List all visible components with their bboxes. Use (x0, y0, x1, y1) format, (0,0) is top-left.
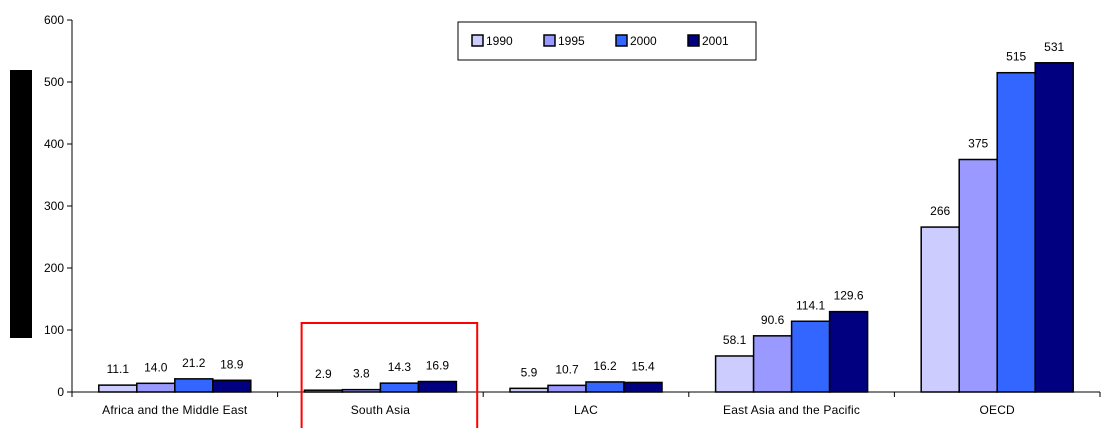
y-tick-label: 500 (44, 75, 64, 89)
x-tick-label: LAC (574, 403, 598, 417)
y-tick-label: 600 (44, 13, 64, 27)
data-label: 3.8 (353, 367, 370, 381)
data-label: 114.1 (796, 298, 825, 312)
bar (1034, 62, 1074, 393)
data-label: 375 (968, 137, 988, 151)
data-label: 531 (1044, 40, 1064, 54)
legend-label: 1995 (558, 34, 585, 48)
bar (303, 389, 344, 393)
data-label: 14.0 (144, 360, 168, 374)
data-label: 16.9 (426, 359, 450, 373)
bar (958, 158, 998, 393)
data-label: 15.4 (631, 359, 655, 373)
legend-swatch (687, 34, 700, 47)
x-tick-label: East Asia and the Pacific (723, 403, 860, 417)
y-tick-label: 100 (44, 323, 64, 337)
legend-swatch (615, 34, 628, 47)
bar (714, 355, 755, 393)
bar (417, 380, 458, 393)
bar (98, 384, 138, 393)
y-axis-label-box (10, 70, 32, 338)
bar (341, 388, 382, 393)
data-label: 129.6 (834, 289, 864, 303)
y-tick-label: 400 (44, 137, 64, 151)
bar (585, 381, 625, 393)
data-label: 266 (930, 204, 950, 218)
legend-box (457, 21, 757, 61)
bar (509, 387, 549, 393)
bar (212, 379, 252, 393)
data-label: 16.2 (593, 359, 617, 373)
data-label: 515 (1006, 50, 1026, 64)
data-label: 5.9 (521, 365, 538, 379)
bar (623, 381, 663, 393)
bar (920, 226, 960, 393)
legend-label: 2000 (630, 34, 657, 48)
legend: 1990 1995 2000 2001 (457, 21, 757, 61)
y-tick-label: 300 (44, 199, 64, 213)
x-tick-label: South Asia (351, 403, 411, 417)
legend-swatch (543, 34, 556, 47)
x-tick-label: OECD (979, 403, 1015, 417)
bar (379, 382, 420, 393)
bar (996, 71, 1036, 393)
y-tick-label: 0 (57, 385, 64, 399)
bar (828, 310, 869, 393)
data-label: 90.6 (761, 313, 785, 327)
data-label: 10.7 (555, 362, 579, 376)
data-label: 21.2 (182, 356, 206, 370)
bar (136, 382, 176, 393)
data-label: 58.1 (723, 333, 747, 347)
bar (174, 378, 214, 393)
data-label: 11.1 (107, 362, 130, 376)
legend-label: 2001 (702, 34, 729, 48)
y-tick-label: 200 (44, 261, 64, 275)
data-label: 18.9 (220, 357, 244, 371)
bar (790, 320, 831, 393)
south-asia-highlight-box (300, 322, 479, 428)
legend-swatch (471, 34, 484, 47)
bar (752, 335, 793, 393)
x-tick-label: Africa and the Middle East (102, 403, 248, 417)
data-label: 2.9 (315, 367, 332, 381)
bar (547, 384, 587, 393)
legend-label: 1990 (486, 34, 513, 48)
data-label: 14.3 (388, 360, 412, 374)
